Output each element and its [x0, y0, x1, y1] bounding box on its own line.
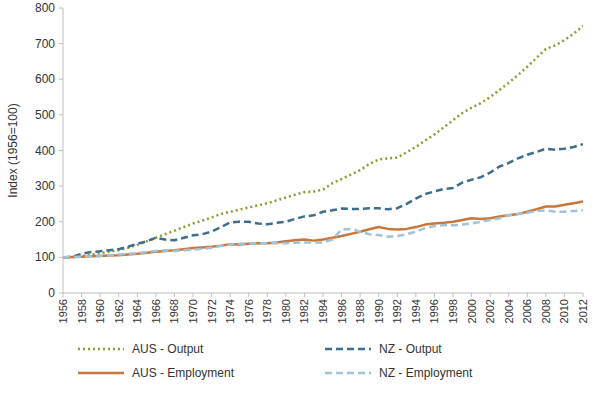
x-tick-label: 2010: [558, 299, 570, 323]
x-tick-label: 1958: [76, 299, 88, 323]
y-tick: [59, 293, 63, 294]
x-tick-label: 1980: [280, 299, 292, 323]
y-tick: [59, 114, 63, 115]
legend-swatch: [78, 372, 124, 375]
y-tick-label: 600: [35, 72, 55, 86]
y-axis-label: Index (1956=100): [6, 103, 20, 197]
x-tick: [341, 293, 342, 297]
x-tick-label: 1978: [261, 299, 273, 323]
x-tick-label: 1972: [206, 299, 218, 323]
x-tick: [545, 293, 546, 297]
x-tick: [155, 293, 156, 297]
legend-label: NZ - Employment: [379, 366, 473, 380]
x-tick: [378, 293, 379, 297]
y-tick: [59, 221, 63, 222]
x-tick: [583, 293, 584, 297]
x-tick-label: 1962: [113, 299, 125, 323]
x-tick-label: 1992: [391, 299, 403, 323]
legend-swatch: [325, 348, 371, 351]
x-tick-label: 1988: [354, 299, 366, 323]
x-tick-label: 2006: [521, 299, 533, 323]
chart: 0 100 200 300 400 500 600 700 800 1956 1958 1960 196…: [0, 0, 600, 394]
y-tick-label: 100: [35, 250, 55, 264]
x-tick: [100, 293, 101, 297]
x-tick-label: 1998: [447, 299, 459, 323]
x-tick: [285, 293, 286, 297]
x-tick: [564, 293, 565, 297]
x-tick-label: 1970: [187, 299, 199, 323]
series-line: [63, 144, 583, 257]
y-tick-label: 300: [35, 179, 55, 193]
plot-area: [63, 26, 583, 258]
x-tick: [193, 293, 194, 297]
x-tick-label: 1956: [57, 299, 69, 323]
x-tick: [230, 293, 231, 297]
x-tick: [397, 293, 398, 297]
x-tick: [323, 293, 324, 297]
x-tick: [137, 293, 138, 297]
legend-swatch: [325, 372, 371, 375]
y-tick-label: 500: [35, 108, 55, 122]
x-tick-label: 2002: [484, 299, 496, 323]
x-tick: [471, 293, 472, 297]
x-tick: [490, 293, 491, 297]
x-tick: [415, 293, 416, 297]
legend-label: AUS - Employment: [132, 366, 235, 380]
legend-label: AUS - Output: [132, 342, 204, 356]
y-tick-label: 800: [35, 1, 55, 15]
y-tick-label: 200: [35, 215, 55, 229]
x-tick: [63, 293, 64, 297]
x-tick: [304, 293, 305, 297]
x-tick-label: 1996: [428, 299, 440, 323]
x-tick-label: 1964: [131, 299, 143, 323]
x-tick-label: 2000: [466, 299, 478, 323]
x-tick-label: 1974: [224, 299, 236, 323]
x-tick: [248, 293, 249, 297]
x-tick-label: 1986: [336, 299, 348, 323]
x-tick-label: 1976: [243, 299, 255, 323]
x-tick-label: 1994: [410, 299, 422, 323]
x-tick-label: 1960: [94, 299, 106, 323]
y-tick-label: 400: [35, 144, 55, 158]
y-tick: [59, 257, 63, 258]
y-tick: [59, 8, 63, 9]
y-tick: [59, 150, 63, 151]
x-tick-label: 1984: [317, 299, 329, 323]
x-tick: [508, 293, 509, 297]
y-tick: [59, 79, 63, 80]
y-tick-label: 700: [35, 37, 55, 51]
y-tick-label: 0: [48, 286, 55, 300]
legend-swatch: [78, 348, 124, 351]
x-tick: [118, 293, 119, 297]
x-tick: [267, 293, 268, 297]
legend-label: NZ - Output: [379, 342, 442, 356]
y-tick: [59, 186, 63, 187]
x-tick: [527, 293, 528, 297]
x-tick-label: 1968: [168, 299, 180, 323]
x-tick: [453, 293, 454, 297]
series-line: [63, 210, 583, 257]
x-tick: [174, 293, 175, 297]
x-tick: [81, 293, 82, 297]
x-tick-label: 2004: [503, 299, 515, 323]
x-tick-label: 1966: [150, 299, 162, 323]
x-tick-label: 1982: [298, 299, 310, 323]
series-line: [63, 201, 583, 257]
x-tick: [360, 293, 361, 297]
x-tick-label: 2012: [577, 299, 589, 323]
x-tick: [434, 293, 435, 297]
x-tick-label: 1990: [373, 299, 385, 323]
x-tick: [211, 293, 212, 297]
series-line: [63, 26, 583, 258]
x-tick-label: 2008: [540, 299, 552, 323]
y-tick: [59, 43, 63, 44]
